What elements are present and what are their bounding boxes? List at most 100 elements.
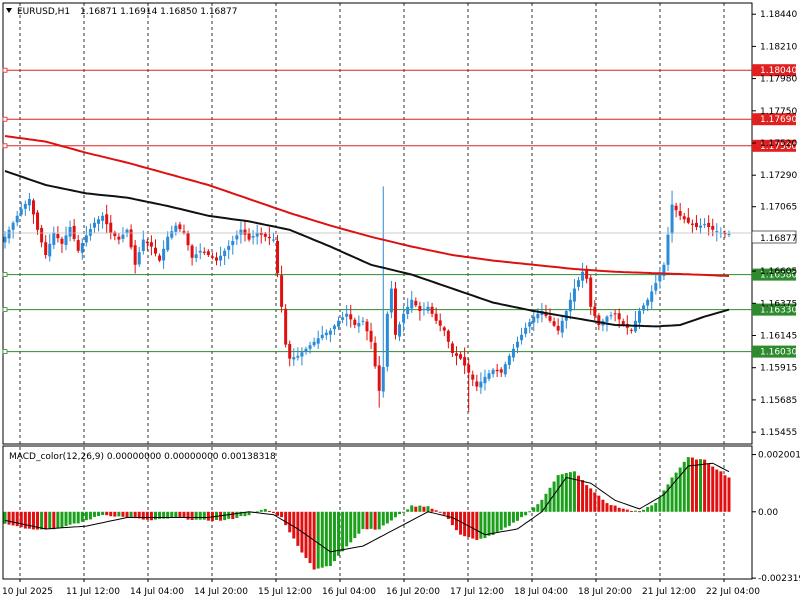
- candle-body: [76, 240, 80, 251]
- candle-body: [113, 232, 117, 237]
- macd-histogram-bar: [381, 511, 385, 526]
- candle-body: [499, 369, 503, 373]
- candle-body: [385, 313, 389, 367]
- candle-body: [414, 300, 418, 306]
- macd-histogram-bar: [267, 511, 271, 513]
- macd-tick-label: -0.0023190: [758, 574, 800, 584]
- macd-histogram-bar: [332, 511, 336, 562]
- macd-histogram-bar: [341, 511, 345, 552]
- candle-body: [345, 313, 349, 317]
- candle-body: [153, 247, 157, 254]
- candle-body: [418, 306, 422, 311]
- candle-body: [422, 308, 426, 310]
- candle-body: [56, 234, 60, 239]
- slow-moving-average-line: [4, 135, 730, 277]
- macd-histogram-bar: [398, 511, 402, 515]
- candle-body: [105, 214, 109, 225]
- candle-body: [276, 240, 280, 274]
- macd-histogram-bar: [377, 511, 381, 530]
- macd-histogram-bar: [479, 511, 483, 539]
- candle-body: [121, 234, 125, 239]
- candle-body: [682, 216, 686, 220]
- macd-histogram-bar: [389, 511, 393, 521]
- candle-body: [48, 243, 52, 257]
- current-price-box: [751, 230, 797, 244]
- macd-histogram-bar: [158, 511, 162, 519]
- candle-body: [239, 229, 243, 235]
- price-level-anchor: [2, 307, 8, 313]
- macd-histogram-bar: [515, 511, 519, 521]
- macd-histogram-bar: [491, 511, 495, 535]
- candle-body: [243, 229, 247, 235]
- candle-body: [515, 341, 519, 348]
- macd-histogram-bar: [674, 472, 678, 512]
- candle-body: [190, 245, 194, 258]
- candle-body: [64, 235, 68, 245]
- macd-histogram-bar: [507, 511, 511, 526]
- price-level-anchor: [2, 67, 8, 73]
- macd-histogram-bar: [442, 511, 446, 515]
- price-tick-label: 1.16375: [760, 299, 797, 309]
- price-level-tag: [752, 268, 796, 281]
- candle-body: [381, 367, 385, 392]
- candle-body: [324, 332, 328, 336]
- macd-histogram-bar: [162, 511, 166, 519]
- macd-histogram-bar: [182, 511, 186, 518]
- macd-histogram-bar: [402, 511, 406, 513]
- candle-body: [430, 306, 434, 314]
- candle-body: [613, 313, 617, 315]
- candle-body: [332, 325, 336, 330]
- candle-body: [337, 320, 341, 327]
- candle-body: [27, 199, 31, 206]
- macd-histogram-bar: [235, 511, 239, 518]
- candle-body: [699, 225, 703, 228]
- macd-histogram-bar: [483, 511, 487, 539]
- macd-histogram-bar: [60, 511, 64, 528]
- macd-histogram-bar: [524, 511, 528, 516]
- macd-histogram-bar: [149, 511, 153, 521]
- macd-histogram-bar: [328, 511, 332, 567]
- macd-histogram-bar: [231, 511, 235, 520]
- candle-body: [186, 233, 190, 246]
- candle-body: [88, 229, 92, 236]
- macd-label: MACD_color(12,26,9) 0.00000000 0.0000000…: [9, 452, 276, 462]
- candle-body: [670, 204, 674, 234]
- time-tick-label: 18 Jul 04:00: [514, 587, 568, 597]
- macd-histogram-bar: [15, 511, 19, 527]
- candle-body: [117, 236, 121, 240]
- macd-histogram-bar: [23, 511, 27, 529]
- macd-histogram-bar: [646, 507, 650, 512]
- macd-histogram-bar: [137, 511, 141, 519]
- candle-body: [149, 242, 153, 247]
- candle-body: [438, 320, 442, 326]
- macd-histogram-bar: [345, 511, 349, 547]
- time-tick-label: 16 Jul 04:00: [322, 587, 376, 597]
- price-level-value: 1.17690: [760, 115, 797, 125]
- collapse-triangle-icon[interactable]: [6, 8, 12, 13]
- candle-body: [80, 243, 84, 253]
- price-level-tag: [752, 303, 796, 316]
- macd-histogram-bar: [206, 511, 210, 521]
- candle-body: [581, 271, 585, 281]
- macd-histogram-bar: [564, 472, 568, 512]
- macd-histogram-bar: [711, 466, 715, 512]
- macd-signal-line: [4, 462, 730, 553]
- candle-body: [442, 327, 446, 331]
- candle-body: [694, 222, 698, 227]
- candle-body: [678, 211, 682, 216]
- macd-histogram-bar: [255, 511, 259, 513]
- macd-histogram-bar: [666, 484, 670, 512]
- macd-histogram-bar: [80, 511, 84, 522]
- macd-histogram-bar: [385, 511, 389, 524]
- macd-histogram-bar: [36, 511, 40, 530]
- price-pane[interactable]: [2, 2, 753, 445]
- macd-histogram-bar: [113, 511, 117, 517]
- candle-body: [15, 215, 19, 223]
- macd-histogram-bar: [446, 511, 450, 520]
- time-tick-label: 11 Jul 12:00: [66, 587, 120, 597]
- candle-body: [552, 321, 556, 326]
- macd-histogram-bar: [605, 503, 609, 512]
- macd-histogram-bar: [503, 511, 507, 528]
